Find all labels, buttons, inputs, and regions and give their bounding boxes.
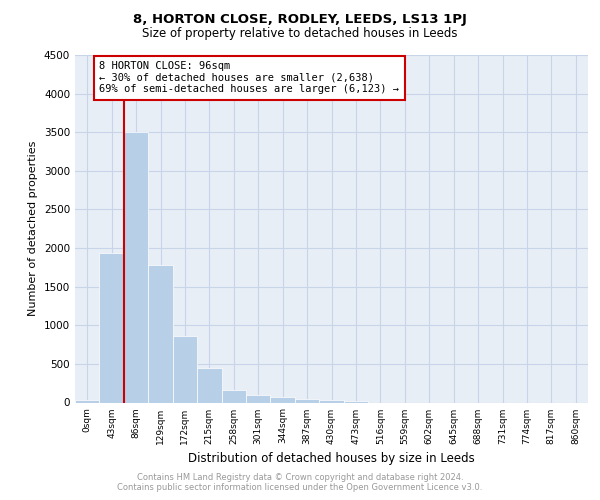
Bar xyxy=(75,400,100,402)
Bar xyxy=(124,132,148,402)
Bar xyxy=(319,400,344,402)
X-axis label: Distribution of detached houses by size in Leeds: Distribution of detached houses by size … xyxy=(188,452,475,465)
Bar xyxy=(344,401,368,402)
Text: Contains public sector information licensed under the Open Government Licence v3: Contains public sector information licen… xyxy=(118,484,482,492)
Text: Contains HM Land Registry data © Crown copyright and database right 2024.: Contains HM Land Registry data © Crown c… xyxy=(137,472,463,482)
Text: 8, HORTON CLOSE, RODLEY, LEEDS, LS13 1PJ: 8, HORTON CLOSE, RODLEY, LEEDS, LS13 1PJ xyxy=(133,12,467,26)
Bar xyxy=(148,265,173,402)
Text: Size of property relative to detached houses in Leeds: Size of property relative to detached ho… xyxy=(142,28,458,40)
Bar xyxy=(173,336,197,402)
Bar xyxy=(271,397,295,402)
Bar xyxy=(221,390,246,402)
Bar xyxy=(197,368,221,402)
Bar xyxy=(100,254,124,402)
Y-axis label: Number of detached properties: Number of detached properties xyxy=(28,141,38,316)
Bar xyxy=(295,398,319,402)
Text: 8 HORTON CLOSE: 96sqm
← 30% of detached houses are smaller (2,638)
69% of semi-d: 8 HORTON CLOSE: 96sqm ← 30% of detached … xyxy=(100,61,400,94)
Bar xyxy=(246,395,271,402)
